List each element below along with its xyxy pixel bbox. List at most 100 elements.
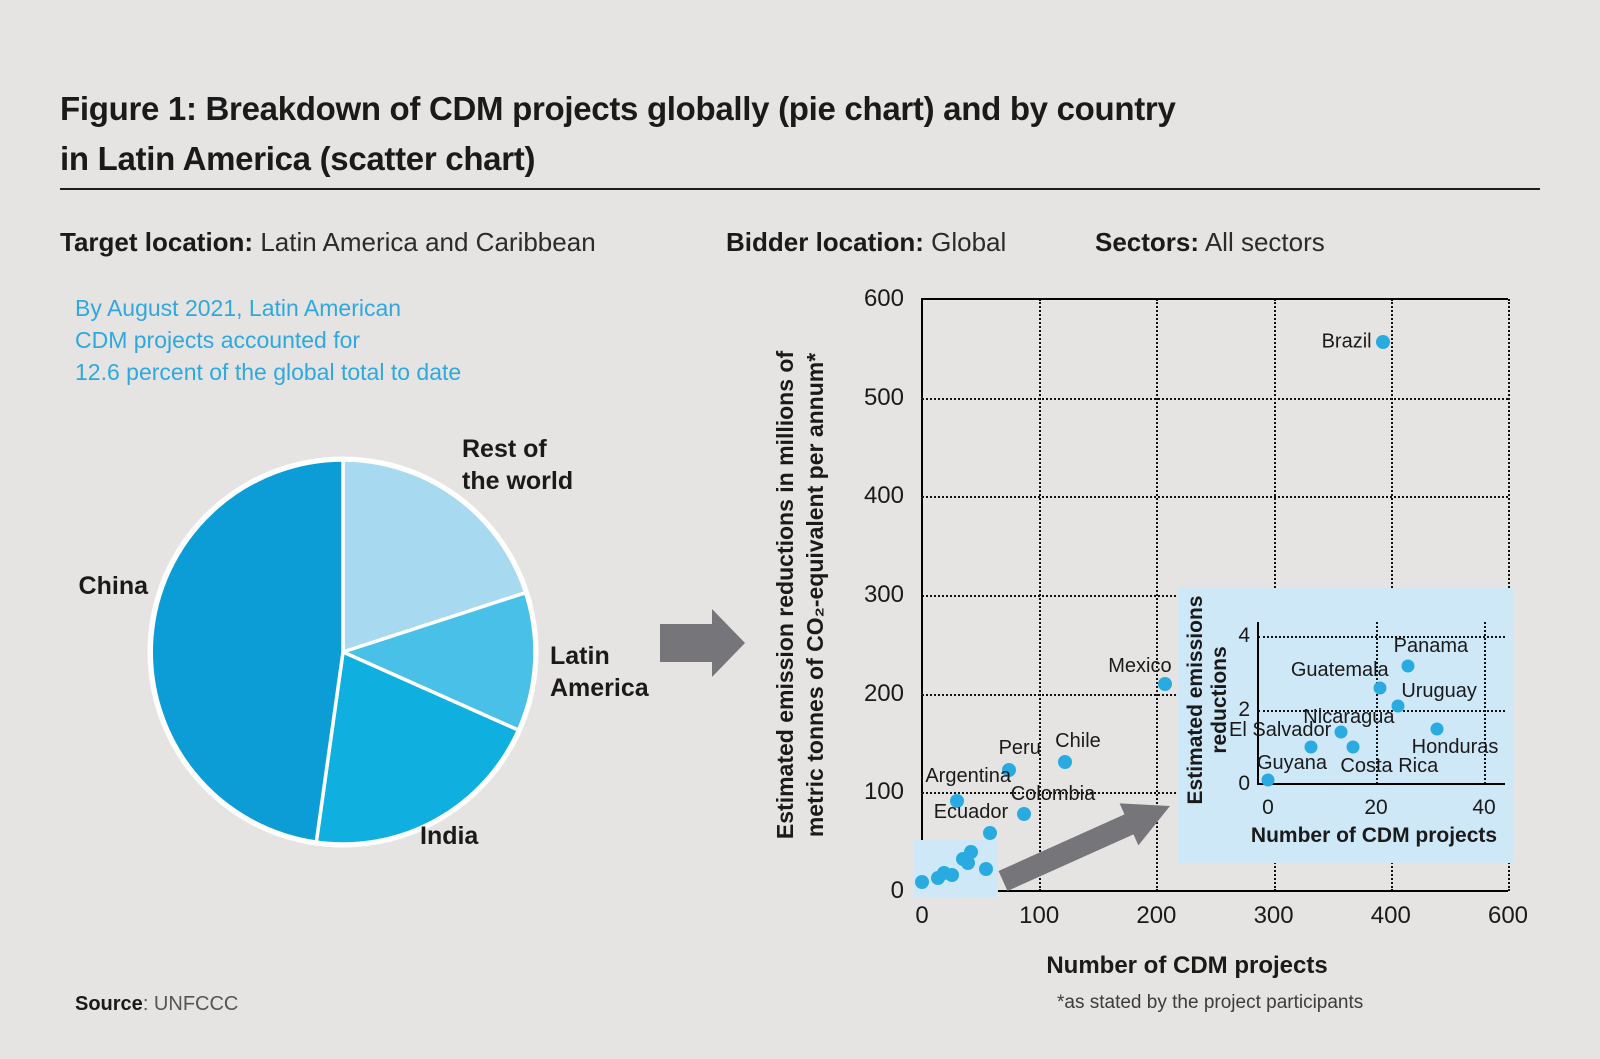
main-x-axis-title: Number of CDM projects — [1046, 952, 1328, 979]
callout-line2: CDM projects accounted for — [75, 327, 361, 353]
main-y-tick-label: 200 — [863, 679, 904, 707]
data-point-label-peru: Peru — [998, 736, 1041, 759]
inset-y-tick-label: 0 — [1238, 772, 1250, 795]
pie-chart — [147, 456, 539, 848]
inset-data-point-label-el-salvador: El Salvador — [1229, 719, 1332, 741]
inset-data-point-label-guyana: Guyana — [1256, 752, 1328, 775]
cluster-data-point — [915, 875, 929, 890]
meta-sectors-label: Sectors: — [1095, 227, 1200, 257]
meta-bidder-location-label: Bidder location: — [726, 227, 924, 257]
data-point-colombia — [1016, 807, 1031, 822]
pie-segment-china — [149, 458, 345, 844]
main-gridline-h — [922, 397, 1508, 400]
title-divider — [60, 188, 1540, 190]
data-point-label-ecuador: Ecuador — [933, 800, 1009, 823]
inset-data-point-uruguay — [1391, 699, 1405, 713]
cluster-data-point — [945, 868, 960, 883]
inset-x-tick-label: 20 — [1364, 796, 1388, 819]
meta-bidder-location: Bidder location: Global — [726, 227, 1006, 258]
data-point-chile — [1057, 754, 1072, 769]
figure-title-line2: in Latin America (scatter chart) — [60, 140, 536, 177]
inset-gridline-v — [1484, 622, 1486, 784]
pie-label-rest-of-world: Rest of the world — [462, 435, 574, 495]
inset-y-axis — [1257, 622, 1259, 784]
inset-gridline-h — [1258, 636, 1505, 638]
main-y-tick-label: 400 — [863, 482, 904, 510]
meta-sectors: Sectors: All sectors — [1095, 227, 1325, 258]
data-point-peru — [1001, 762, 1016, 777]
main-plot-top-border — [922, 298, 1508, 300]
source-line: Source: UNFCCC — [75, 993, 238, 1016]
main-x-tick-label: 600 — [1487, 902, 1529, 929]
pie-label-latin-america: Latin America — [550, 642, 649, 702]
inset-data-point-label-uruguay: Uruguay — [1401, 680, 1477, 703]
source-label: Source — [75, 993, 143, 1015]
main-x-tick-label: 100 — [1019, 902, 1060, 929]
data-point-argentina — [950, 794, 965, 809]
inset-x-tick-label: 0 — [1262, 796, 1274, 819]
pie-segment-india — [314, 650, 521, 846]
callout-line1: By August 2021, Latin American — [75, 295, 402, 321]
callout-text: By August 2021, Latin American CDM proje… — [75, 292, 461, 388]
meta-target-location-value: Latin America and Caribbean — [260, 227, 596, 257]
inset-data-point-nicaragua — [1334, 725, 1348, 739]
data-point-label-argentina: Argentina — [925, 765, 1011, 788]
inset-data-point-label-honduras: Honduras — [1411, 735, 1499, 758]
main-y-axis — [921, 298, 923, 892]
main-gridline-v — [1039, 299, 1042, 891]
cluster-data-point — [979, 862, 994, 877]
main-y-axis-title: Estimated emission reductions in million… — [770, 351, 830, 839]
main-x-tick-label: 200 — [1136, 902, 1177, 929]
main-y-tick-label: 500 — [863, 383, 904, 411]
data-point-label-colombia: Colombia — [1010, 783, 1096, 806]
inset-data-point-label-panama: Panama — [1393, 634, 1469, 657]
inset-x-axis-title: Number of CDM projects — [1250, 824, 1498, 847]
main-y-tick-label: 600 — [863, 285, 904, 312]
inset-data-point-guyana — [1261, 773, 1275, 787]
inset-y-tick-label: 2 — [1238, 698, 1250, 721]
cluster-data-point — [964, 844, 979, 859]
source-value: : UNFCCC — [142, 993, 239, 1015]
inset-data-point-guatemala — [1373, 681, 1387, 695]
data-point-label-chile: Chile — [1055, 729, 1101, 752]
inset-chart-background — [1178, 588, 1513, 863]
inset-data-point-el-salvador — [1304, 740, 1318, 754]
main-x-tick-label: 300 — [1253, 902, 1294, 929]
main-x-tick-label: 400 — [1370, 902, 1411, 929]
pie-segment-latin-america — [341, 590, 537, 732]
data-point-label-brazil: Brazil — [1321, 330, 1372, 353]
inset-data-point-label-guatemala: Guatemala — [1290, 658, 1389, 681]
pie-outer-rim — [147, 456, 539, 848]
figure-title-line1: Figure 1: Breakdown of CDM projects glob… — [60, 90, 1176, 127]
inset-data-point-label-costa-rica: Costa Rica — [1340, 755, 1439, 777]
inset-data-point-honduras — [1430, 722, 1444, 735]
meta-target-location-label: Target location: — [60, 227, 254, 257]
footnote: *as stated by the project participants — [1057, 992, 1364, 1013]
main-gridline-h — [922, 496, 1508, 499]
inset-data-point-label-nicaragua: Nicaragua — [1303, 706, 1395, 729]
meta-bidder-location-value: Global — [931, 227, 1007, 257]
inset-y-tick-label: 4 — [1238, 624, 1250, 647]
inset-x-axis — [1257, 783, 1505, 785]
pie-to-scatter-arrow-icon — [660, 609, 745, 677]
inset-gridline-h — [1258, 710, 1505, 712]
pie-label-china: China — [78, 572, 148, 600]
meta-target-location: Target location: Latin America and Carib… — [60, 227, 596, 258]
data-point-mexico — [1157, 676, 1172, 691]
inset-data-point-panama — [1401, 659, 1415, 673]
callout-line3: 12.6 percent of the global total to date — [75, 359, 462, 385]
data-point-label-mexico: Mexico — [1108, 654, 1172, 677]
main-y-axis-title-line1: Estimated emission reductions in million… — [772, 350, 798, 840]
data-point-ecuador — [982, 825, 997, 840]
data-point-brazil — [1375, 335, 1390, 350]
main-x-tick-label: 0 — [915, 902, 929, 929]
inset-data-point-costa-rica — [1346, 740, 1360, 754]
main-y-tick-label: 100 — [863, 778, 904, 806]
inset-x-tick-label: 40 — [1472, 796, 1496, 819]
meta-sectors-value: All sectors — [1204, 227, 1325, 257]
pie-label-india: India — [420, 822, 479, 850]
cluster-data-point — [960, 856, 975, 871]
main-y-tick-label: 300 — [863, 581, 904, 608]
inset-gridline-v — [1376, 622, 1378, 784]
